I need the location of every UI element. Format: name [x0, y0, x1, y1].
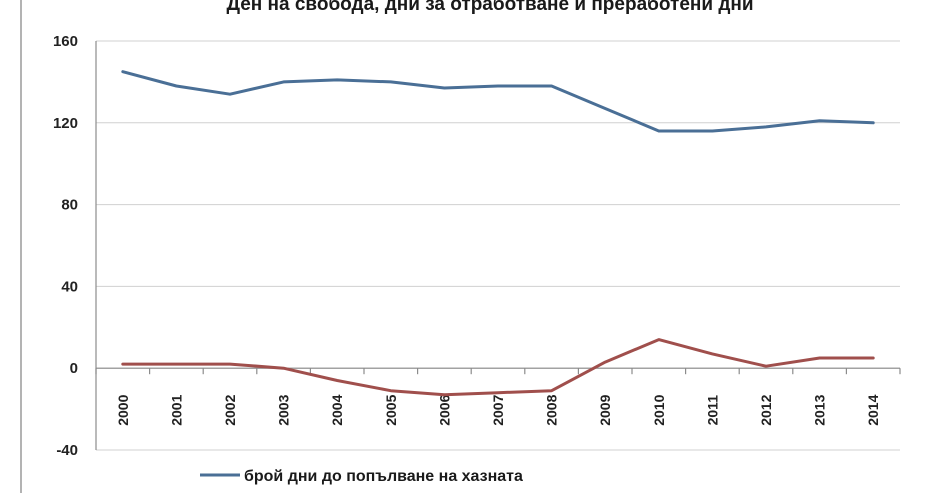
series-line-1 [121, 70, 875, 133]
x-tick-label: 2000 [115, 394, 131, 425]
x-tick-label: 2006 [436, 394, 452, 425]
series-line-2 [121, 338, 875, 397]
x-tick-label: 2004 [329, 394, 345, 425]
x-tick-label: 2010 [651, 394, 667, 425]
y-tick-label: 0 [70, 360, 78, 377]
x-tick-label: 2011 [704, 395, 720, 426]
series-lines [121, 70, 875, 397]
gridlines [96, 40, 900, 451]
x-tick-label: 2005 [383, 394, 399, 425]
y-tick-label: 80 [61, 197, 78, 214]
legend-label: брой дни до попълване на хазната [244, 468, 523, 485]
x-tick-label: 2013 [812, 394, 828, 425]
y-tick-label: 40 [61, 278, 78, 295]
x-tick-label: 2003 [276, 394, 292, 425]
x-tick-label: 2001 [168, 394, 184, 425]
x-tick-label: 2008 [544, 394, 560, 425]
x-tick-label: 2009 [597, 394, 613, 425]
legend: брой дни до попълване на хазната [200, 468, 523, 485]
y-tick-label: 160 [53, 33, 78, 50]
chart-title: Ден на свобода, дни за отработване и пре… [226, 0, 753, 15]
y-tick-label: 120 [53, 115, 78, 132]
axes [95, 41, 901, 450]
x-tick-label: 2014 [865, 394, 881, 425]
x-tick-label: 2012 [758, 394, 774, 425]
y-tick-label: -40 [56, 442, 78, 459]
y-tick-labels: 160 120 80 40 0 -40 [53, 33, 78, 459]
x-tick-label: 2007 [490, 394, 506, 425]
x-tick-labels: 2000 2001 2002 2003 2004 2005 2006 2007 2008 2009… [115, 394, 881, 425]
x-tick-label: 2002 [222, 394, 238, 425]
